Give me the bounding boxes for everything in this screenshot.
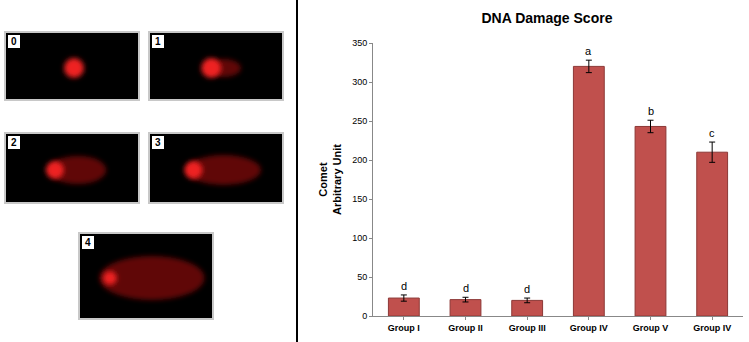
html-text:3: 3 <box>155 137 161 148</box>
svg-text:250: 250 <box>352 116 367 126</box>
svg-text:Group II: Group II <box>448 323 483 333</box>
svg-text:c: c <box>709 127 715 139</box>
svg-text:DNA Damage Score: DNA Damage Score <box>481 10 612 26</box>
svg-text:150: 150 <box>352 194 367 204</box>
svg-text:CometArbitrary Unit: CometArbitrary Unit <box>317 144 343 215</box>
svg-text:Group IV: Group IV <box>570 323 608 333</box>
svg-text:100: 100 <box>352 233 367 243</box>
svg-text:300: 300 <box>352 77 367 87</box>
svg-text:350: 350 <box>352 38 367 48</box>
svg-text:Group III: Group III <box>509 323 546 333</box>
svg-text:b: b <box>648 105 654 117</box>
svg-text:d: d <box>463 282 469 294</box>
html-text:0: 0 <box>11 36 17 47</box>
svg-text:Group IV: Group IV <box>693 323 731 333</box>
html-text:4: 4 <box>85 237 91 248</box>
html-text:2: 2 <box>11 137 17 148</box>
svg-text:d: d <box>524 283 530 295</box>
svg-text:Group V: Group V <box>633 323 669 333</box>
svg-text:d: d <box>401 280 407 292</box>
svg-text:200: 200 <box>352 155 367 165</box>
svg-text:Group I: Group I <box>388 323 420 333</box>
svg-text:a: a <box>585 45 592 57</box>
svg-text:50: 50 <box>357 272 367 282</box>
html-text:1: 1 <box>155 36 161 47</box>
svg-text:0: 0 <box>362 311 367 321</box>
